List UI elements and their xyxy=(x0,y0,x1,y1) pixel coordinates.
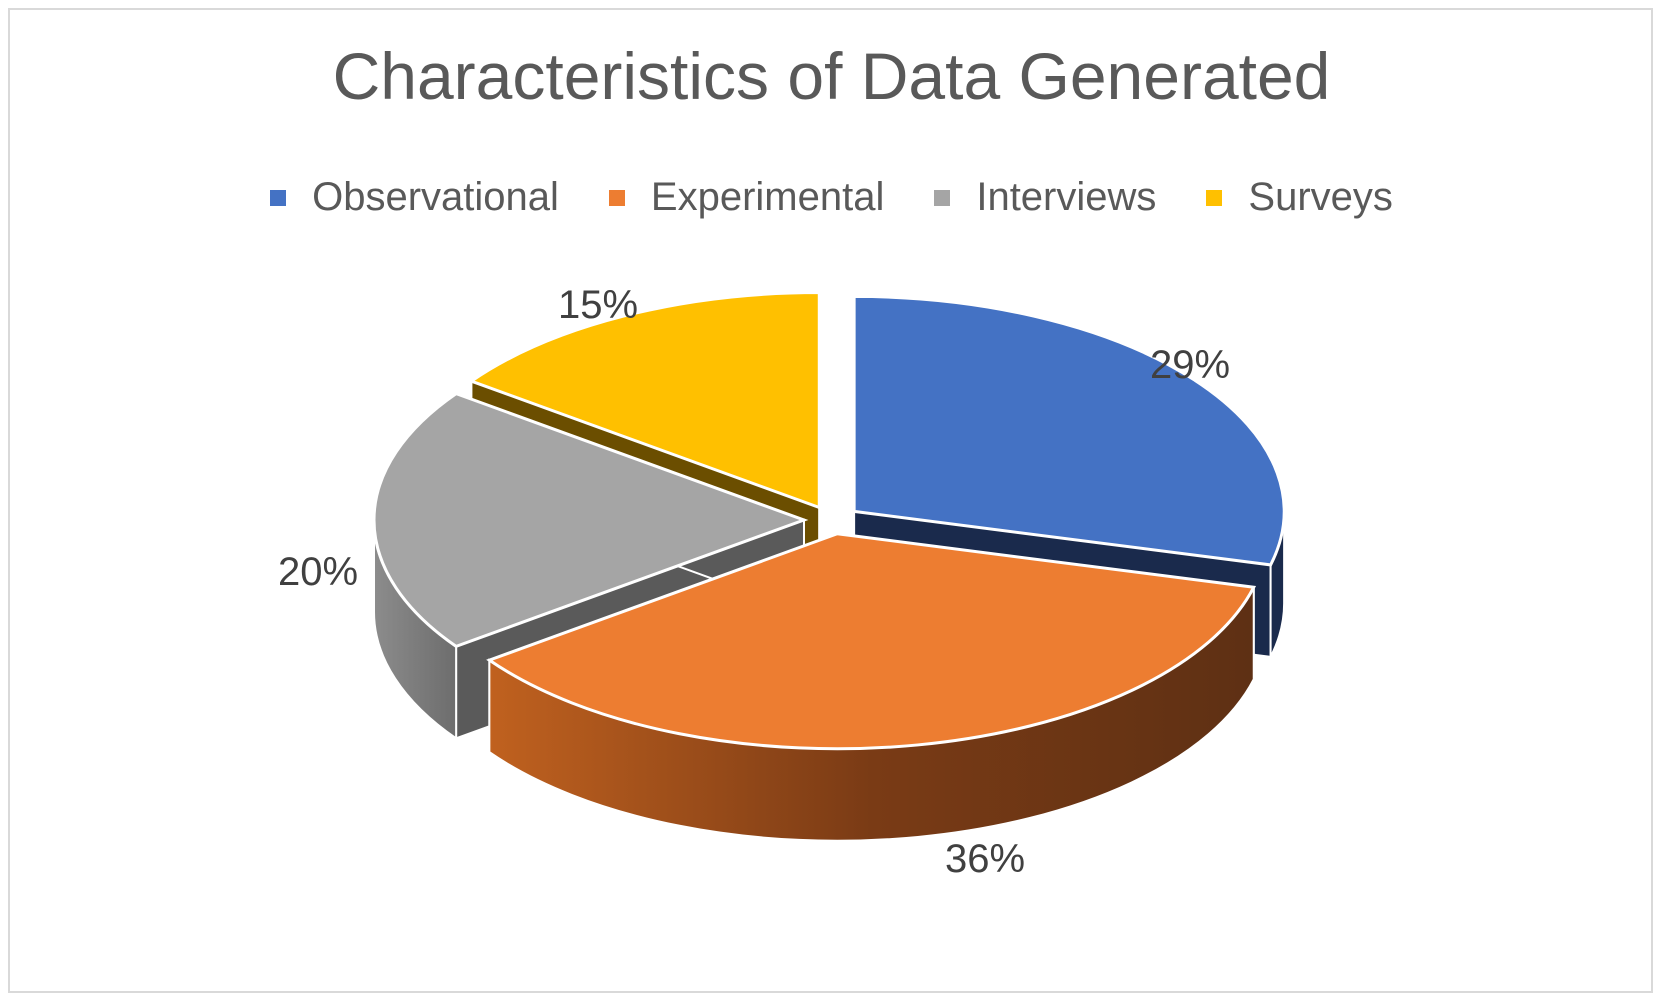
data-label-observational: 29% xyxy=(1150,343,1230,387)
legend-item-experimental[interactable]: Experimental xyxy=(608,175,885,220)
legend-swatch-interviews xyxy=(934,189,951,206)
legend-swatch-experimental xyxy=(608,189,625,206)
legend-item-observational[interactable]: Observational xyxy=(270,175,559,220)
chart-title: Characteristics of Data Generated xyxy=(332,39,1331,113)
pie-slice-top-observational xyxy=(852,294,1286,567)
legend-label-observational: Observational xyxy=(312,175,559,219)
legend-item-interviews[interactable]: Interviews xyxy=(934,175,1156,220)
legend-swatch-surveys xyxy=(1206,189,1223,206)
data-label-interviews: 20% xyxy=(278,550,358,594)
data-label-experimental: 36% xyxy=(945,837,1025,881)
data-label-surveys: 15% xyxy=(558,283,638,327)
pie-slice-top-surveys xyxy=(468,291,821,510)
legend: Observational Experimental Interviews Su… xyxy=(0,175,1663,220)
legend-label-interviews: Interviews xyxy=(976,175,1157,219)
pie-slice-experimental[interactable] xyxy=(486,532,1257,842)
pie-slice-top-experimental xyxy=(486,532,1257,751)
legend-item-surveys[interactable]: Surveys xyxy=(1206,175,1393,220)
legend-label-surveys: Surveys xyxy=(1248,175,1393,219)
legend-swatch-observational xyxy=(270,189,287,206)
legend-label-experimental: Experimental xyxy=(650,175,885,219)
pie-slice-top-interviews xyxy=(372,391,809,649)
